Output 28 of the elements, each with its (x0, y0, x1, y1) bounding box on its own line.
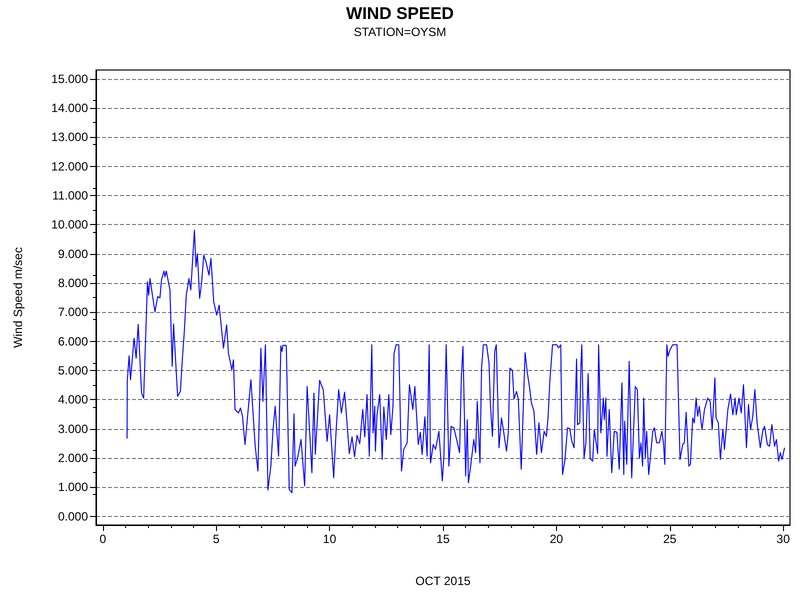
y-tick-label: 0.000 (58, 509, 88, 524)
x-tick-label: 5 (212, 532, 220, 546)
y-tick-label: 8.000 (58, 276, 88, 290)
chart-title: WIND SPEED (346, 4, 454, 23)
x-tick-label: 10 (322, 532, 337, 546)
y-tick-label: 7.000 (58, 305, 88, 320)
y-tick-label: 14.000 (51, 100, 88, 115)
y-tick-label: 5.000 (58, 363, 88, 378)
x-tick-label: 0 (99, 532, 106, 546)
y-tick-label: 12.000 (51, 159, 88, 174)
y-tick-label: 13.000 (51, 130, 88, 144)
x-axis-title: OCT 2015 (415, 574, 471, 588)
x-tick-label: 25 (663, 532, 677, 546)
y-tick-label: 2.000 (58, 450, 88, 465)
y-tick-label: 6.000 (58, 334, 88, 348)
y-tick-label: 3.000 (58, 422, 88, 436)
y-axis-title: Wind Speed m/sec (11, 247, 25, 348)
x-tick-label: 15 (436, 532, 450, 546)
chart-subtitle: STATION=OYSM (354, 25, 446, 39)
y-tick-label: 1.000 (58, 480, 88, 494)
y-tick-label: 11.000 (52, 188, 88, 202)
y-tick-label: 9.000 (58, 246, 88, 261)
x-tick-label: 20 (550, 532, 564, 546)
y-tick-label: 15.000 (51, 72, 88, 86)
line-series (126, 230, 786, 494)
y-tick-label: 10.000 (51, 218, 88, 232)
x-tick-label: 30 (776, 532, 790, 546)
y-tick-label: 4.000 (58, 392, 88, 407)
